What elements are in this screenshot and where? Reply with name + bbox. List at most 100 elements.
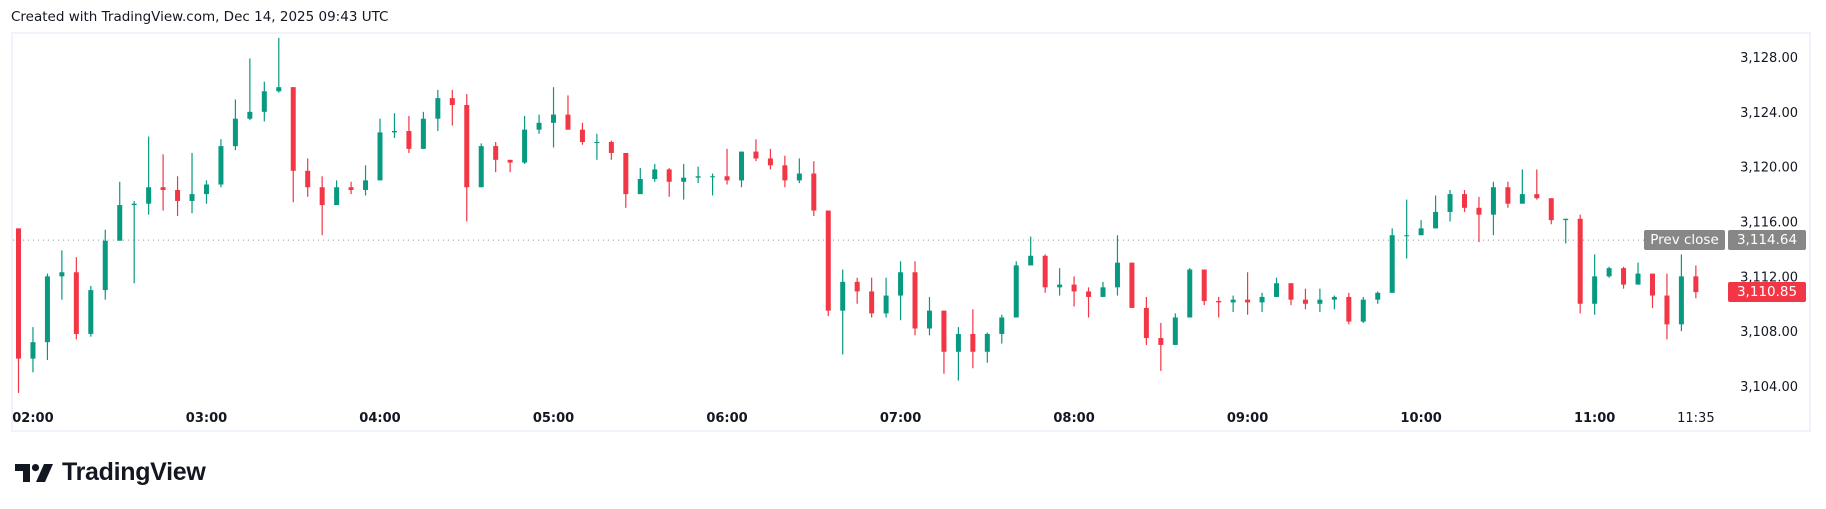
candle xyxy=(1606,266,1612,278)
candle xyxy=(102,229,108,300)
candle xyxy=(984,332,990,363)
candle-body xyxy=(1433,211,1439,229)
candle xyxy=(1028,236,1034,266)
candle-body xyxy=(1360,299,1366,322)
time-tick-label: 11:00 xyxy=(1574,411,1615,426)
candle-body xyxy=(1418,228,1424,236)
candle xyxy=(175,176,181,217)
candle-body xyxy=(73,272,79,334)
candle xyxy=(478,143,484,188)
candle-body xyxy=(1259,296,1265,303)
candle xyxy=(1274,277,1280,297)
candle-body xyxy=(1028,255,1034,266)
candle xyxy=(1042,254,1048,293)
candle xyxy=(189,152,195,214)
candle xyxy=(1462,189,1467,212)
candle-body xyxy=(391,131,397,133)
candle xyxy=(1693,265,1699,299)
candle xyxy=(912,261,918,336)
candle-body xyxy=(1230,299,1236,303)
candle-body xyxy=(1592,276,1598,304)
time-tick-label: 03:00 xyxy=(186,411,227,426)
candle-body xyxy=(175,189,181,201)
candle-body xyxy=(1158,338,1164,345)
candle-body xyxy=(406,131,412,149)
candle xyxy=(1360,296,1366,323)
candle xyxy=(406,115,412,153)
candle xyxy=(1476,196,1482,243)
candle xyxy=(623,152,629,208)
candle-body xyxy=(1462,194,1467,208)
price-tick-label: 3,124.00 xyxy=(1740,106,1798,121)
candle xyxy=(73,257,79,340)
candle-body xyxy=(565,114,571,130)
price-tick-label: 3,104.00 xyxy=(1740,380,1798,395)
candle-body xyxy=(261,91,267,112)
candle-body xyxy=(478,146,484,188)
candle-body xyxy=(420,118,426,149)
candle-body xyxy=(1274,283,1280,297)
candle xyxy=(44,273,50,360)
candle-body xyxy=(1635,273,1641,285)
candle xyxy=(449,89,455,126)
candle xyxy=(377,118,383,181)
candle xyxy=(1635,262,1641,285)
candle xyxy=(1100,281,1106,297)
candle-body xyxy=(1302,299,1308,304)
time-tick-label: 02:00 xyxy=(12,411,53,426)
price-tick-label: 3,108.00 xyxy=(1740,325,1798,340)
candle-body xyxy=(984,333,990,352)
candle xyxy=(261,81,267,122)
tradingview-logo-text: TradingView xyxy=(62,458,206,486)
candle xyxy=(160,154,166,211)
candle-body xyxy=(955,333,961,352)
candle xyxy=(608,140,614,160)
candle-body xyxy=(1490,187,1496,215)
candle-body xyxy=(883,295,889,314)
price-axis[interactable]: 3,104.00 3,108.00 3,112.00 3,116.00 3,120.00… xyxy=(1740,51,1798,395)
candle-body xyxy=(1057,284,1063,288)
candle xyxy=(30,327,36,373)
candle xyxy=(218,139,224,188)
candle-body xyxy=(30,342,36,359)
candle xyxy=(334,180,340,206)
time-tick-label: 07:00 xyxy=(880,411,921,426)
candle-body xyxy=(1649,273,1655,296)
candle-body xyxy=(146,187,152,204)
candle-body xyxy=(449,98,455,105)
candle-body xyxy=(1621,268,1627,285)
candle-body xyxy=(1505,187,1511,204)
candle xyxy=(898,261,904,321)
candle-body xyxy=(1519,194,1525,204)
candle xyxy=(1664,273,1670,340)
candle xyxy=(1346,292,1352,325)
candle xyxy=(1592,254,1598,315)
candle xyxy=(854,277,860,304)
candle xyxy=(1490,181,1496,236)
candle-body xyxy=(88,290,94,334)
candle xyxy=(724,148,730,185)
candle-body xyxy=(594,142,600,144)
time-tick-label: 11:35 xyxy=(1677,411,1714,426)
candle xyxy=(1404,199,1410,259)
candle xyxy=(1418,220,1424,236)
candle xyxy=(825,210,831,317)
candle-body xyxy=(232,118,238,147)
price-tick-label: 3,112.00 xyxy=(1740,270,1798,285)
tradingview-logo[interactable]: TradingView xyxy=(15,458,206,487)
candle xyxy=(247,58,253,121)
candle xyxy=(1129,262,1135,308)
candle-body xyxy=(811,173,817,211)
chart-frame xyxy=(11,32,1811,432)
chart-caption: Created with TradingView.com, Dec 14, 20… xyxy=(11,9,389,25)
time-axis[interactable]: 02:00 03:00 04:00 05:00 06:00 07:00 08:00 09:00… xyxy=(12,411,1714,426)
price-tick-label: 3,116.00 xyxy=(1740,216,1798,231)
candle xyxy=(565,95,571,130)
candle xyxy=(146,136,152,215)
candle xyxy=(1649,273,1655,308)
candle xyxy=(1331,295,1337,310)
candle-body xyxy=(1187,269,1193,318)
candle-body xyxy=(1114,262,1120,288)
time-tick-label: 10:00 xyxy=(1400,411,1441,426)
